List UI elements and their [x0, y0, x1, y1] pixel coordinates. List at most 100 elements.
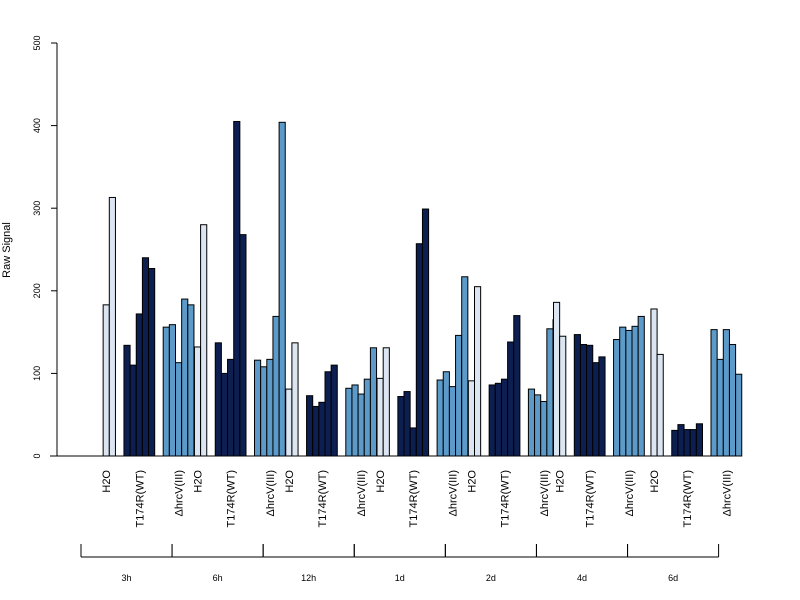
bar — [233, 120, 241, 457]
bar — [220, 372, 229, 457]
bar — [579, 343, 588, 457]
bar — [108, 196, 116, 457]
y-axis-title: Raw Signal — [1, 222, 13, 278]
bar — [254, 359, 262, 457]
bar — [513, 315, 521, 457]
bar — [102, 304, 110, 457]
bar — [625, 329, 633, 457]
bar — [546, 328, 554, 457]
bar — [129, 364, 137, 457]
bar — [376, 377, 384, 457]
bar — [135, 313, 143, 457]
bar — [363, 378, 371, 457]
bar — [683, 429, 691, 457]
timepoint-label: 2d — [486, 573, 496, 583]
bar — [148, 268, 156, 457]
bar — [421, 208, 430, 457]
bar — [710, 329, 718, 457]
category-label: T174R(WT) — [408, 470, 420, 527]
bar — [613, 339, 621, 457]
bar — [181, 298, 189, 457]
bar — [227, 358, 235, 457]
bar — [382, 347, 390, 457]
bar — [278, 121, 286, 457]
bar — [631, 325, 639, 457]
bar — [507, 341, 515, 457]
bar — [260, 366, 268, 457]
bar — [592, 362, 600, 457]
bar — [123, 344, 131, 457]
bar — [409, 427, 417, 457]
category-label: T174R(WT) — [682, 470, 694, 527]
category-label: H2O — [649, 470, 661, 493]
category-label: H2O — [555, 470, 567, 493]
bar — [318, 401, 326, 457]
category-label: T174R(WT) — [226, 470, 238, 527]
category-label: H2O — [466, 470, 478, 493]
category-label: H2O — [284, 470, 296, 493]
bar — [656, 353, 664, 457]
bar — [306, 395, 314, 457]
category-labels: H2O T174R(WT) ΔhrcV(III) H2O T174R(WT) ΔhrcV(… — [101, 470, 733, 528]
timepoint-label: 6h — [213, 573, 223, 583]
bar — [534, 394, 542, 457]
timepoint-axis: 3h 6h 12h 1d 2d 4d 6d — [80, 544, 720, 583]
bar — [553, 301, 561, 457]
bar — [474, 286, 482, 457]
bar — [415, 243, 423, 457]
bar — [598, 356, 606, 457]
timepoint-label: 12h — [301, 573, 316, 583]
category-label: H2O — [101, 470, 113, 493]
bar — [716, 358, 724, 457]
category-label: H2O — [193, 470, 205, 493]
y-tick-label: 200 — [32, 283, 42, 298]
bar — [266, 358, 274, 457]
bar — [324, 371, 332, 457]
y-tick-label: 300 — [32, 201, 42, 216]
bar — [345, 387, 353, 457]
bar — [141, 257, 150, 457]
category-label: T174R(WT) — [317, 470, 329, 527]
bar — [291, 342, 299, 457]
category-label: ΔhrcV(III) — [174, 470, 186, 516]
bar — [357, 393, 365, 457]
bar — [540, 400, 548, 457]
bar — [369, 347, 378, 457]
bar — [619, 326, 627, 457]
bar — [285, 388, 293, 457]
bar — [728, 343, 737, 457]
category-label: H2O — [375, 470, 387, 493]
bar — [527, 388, 536, 457]
category-label: ΔhrcV(III) — [721, 470, 733, 516]
category-label: T174R(WT) — [500, 470, 512, 527]
bar — [330, 364, 338, 457]
bar — [200, 224, 208, 457]
bar — [187, 304, 195, 457]
bar — [494, 382, 502, 457]
category-label: ΔhrcV(III) — [624, 470, 636, 516]
bar — [689, 429, 697, 457]
bar — [397, 396, 405, 457]
bar — [239, 234, 247, 457]
timepoint-label: 3h — [121, 573, 131, 583]
category-label: ΔhrcV(III) — [265, 470, 277, 516]
bar — [193, 346, 202, 457]
bar — [637, 315, 645, 457]
category-label: ΔhrcV(III) — [539, 470, 551, 516]
bar — [436, 379, 444, 457]
bar — [559, 335, 567, 457]
bar — [168, 324, 177, 457]
bar — [735, 373, 743, 457]
y-tick-label: 500 — [32, 35, 42, 50]
bar — [722, 329, 730, 457]
bar — [403, 391, 411, 457]
category-label: T174R(WT) — [585, 470, 597, 527]
bar — [671, 429, 679, 457]
bar — [488, 384, 496, 457]
y-axis: 0 100 200 300 400 500 — [32, 35, 58, 459]
bar — [695, 423, 703, 457]
bar — [461, 276, 469, 457]
bar — [162, 326, 170, 457]
bar — [467, 380, 476, 457]
